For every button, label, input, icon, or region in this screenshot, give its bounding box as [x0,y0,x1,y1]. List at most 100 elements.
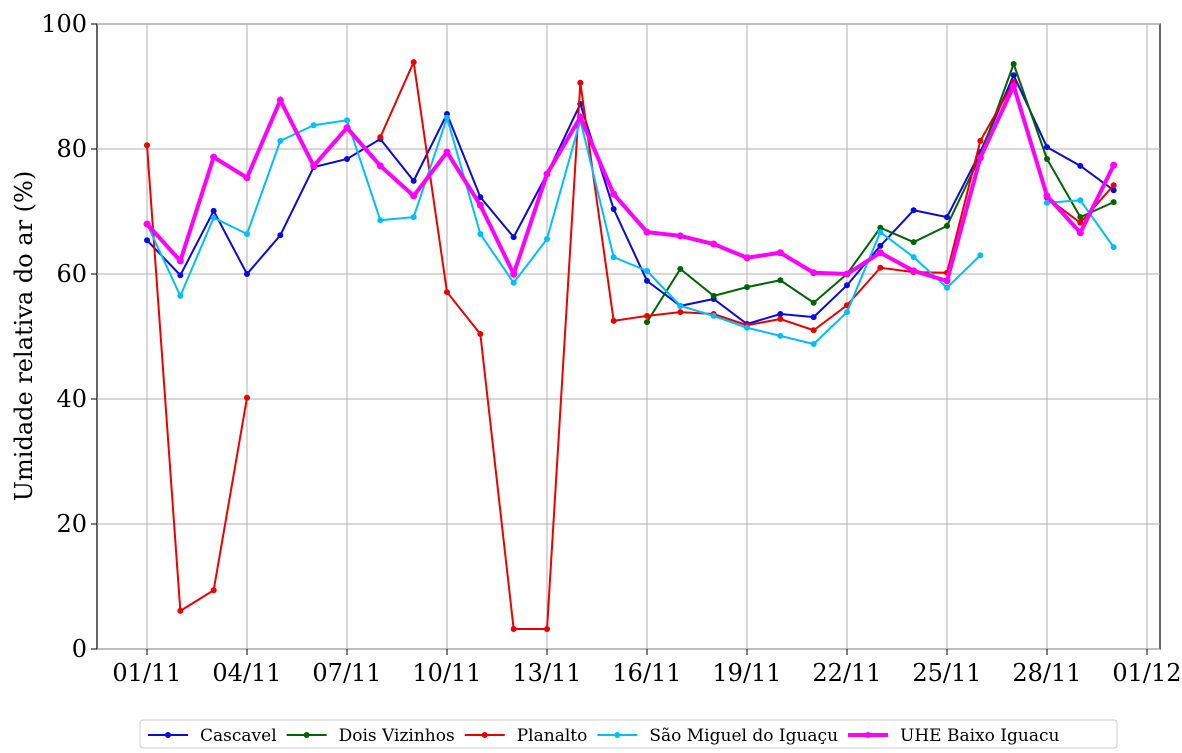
data-point [210,587,217,594]
data-point [210,207,217,214]
data-point [177,292,184,299]
x-tick-label: 16/11 [612,659,681,687]
data-point [1077,197,1084,204]
legend-marker [865,732,872,738]
data-point [1010,72,1017,79]
data-point [943,284,950,291]
y-tick-label: 60 [56,260,87,288]
data-point [743,254,751,262]
data-point [943,222,950,229]
data-point [343,117,350,124]
data-point [876,249,884,257]
series-line [146,114,1115,346]
data-point [710,312,717,319]
data-point [277,232,284,239]
data-point [1110,161,1118,169]
data-point [377,217,384,224]
data-point [277,137,284,144]
data-point [577,79,584,86]
data-point [976,154,984,162]
data-point [877,224,884,231]
legend: Cascavel Dois Vizinhos Planalto São Miguel … [148,726,1059,746]
data-point [1043,192,1051,200]
legend-marker [165,732,171,738]
x-tick-label: 19/11 [712,659,781,687]
data-point [243,231,250,237]
y-tick-label: 0 [72,635,87,663]
legend-label: UHE Baixo Iguacu [900,726,1059,746]
data-point [343,124,351,132]
data-point [410,177,417,184]
data-point [810,299,817,306]
x-tick-label: 01/12 [1112,659,1181,687]
data-point [643,319,650,326]
data-point [743,284,750,291]
data-point [1043,199,1050,206]
data-point [510,270,518,278]
data-point [210,153,218,161]
data-point [377,134,384,141]
data-point [943,277,951,285]
data-point [310,162,318,170]
data-point [977,252,984,259]
series-line [145,80,1116,284]
data-point [810,314,817,321]
data-point [1043,144,1050,151]
data-point [677,302,684,309]
data-point [1110,244,1117,251]
data-point [543,170,551,178]
data-point [1076,229,1084,237]
y-tick-label: 80 [56,135,87,163]
data-point [510,279,517,286]
x-tick-label: 01/11 [112,659,181,687]
data-point [877,229,884,236]
data-point [410,59,417,66]
data-point [1110,187,1117,194]
data-point [777,332,784,339]
data-point [510,234,517,241]
data-point [1110,199,1117,206]
data-point [777,277,784,284]
legend-label: Planalto [517,726,588,746]
data-point [1077,214,1084,221]
data-point [1110,182,1117,189]
data-point [410,192,418,200]
legend-marker [481,732,488,738]
data-point [177,272,184,279]
data-point [543,236,550,242]
data-point [477,331,484,337]
data-point [977,137,984,144]
y-axis-label: Umidade relativa do ar (%) [10,171,38,501]
data-point [710,292,717,299]
data-point [510,626,517,632]
data-point [943,214,950,221]
data-point [643,228,651,236]
data-point [1010,82,1018,90]
x-tick-label: 04/11 [212,659,281,687]
data-point [610,206,617,212]
data-point [677,309,684,316]
data-point [343,156,350,162]
data-point [443,148,451,156]
data-point [810,341,817,347]
data-point [176,257,184,265]
x-tick-label: 25/11 [912,659,981,687]
data-point [676,232,684,240]
data-point [810,269,818,277]
y-tick-label: 40 [56,385,87,413]
data-point [777,311,784,317]
data-point [1077,219,1084,226]
data-point [443,114,450,121]
data-point [643,277,650,284]
data-point [810,327,817,334]
data-point [643,267,650,274]
legend-label: Dois Vizinhos [339,726,455,746]
y-tick-label: 100 [41,10,87,38]
data-point [443,289,450,296]
data-point [210,214,217,221]
data-point [243,174,251,182]
data-point [477,231,484,237]
x-tick-label: 10/11 [412,659,481,687]
data-point [777,316,784,322]
